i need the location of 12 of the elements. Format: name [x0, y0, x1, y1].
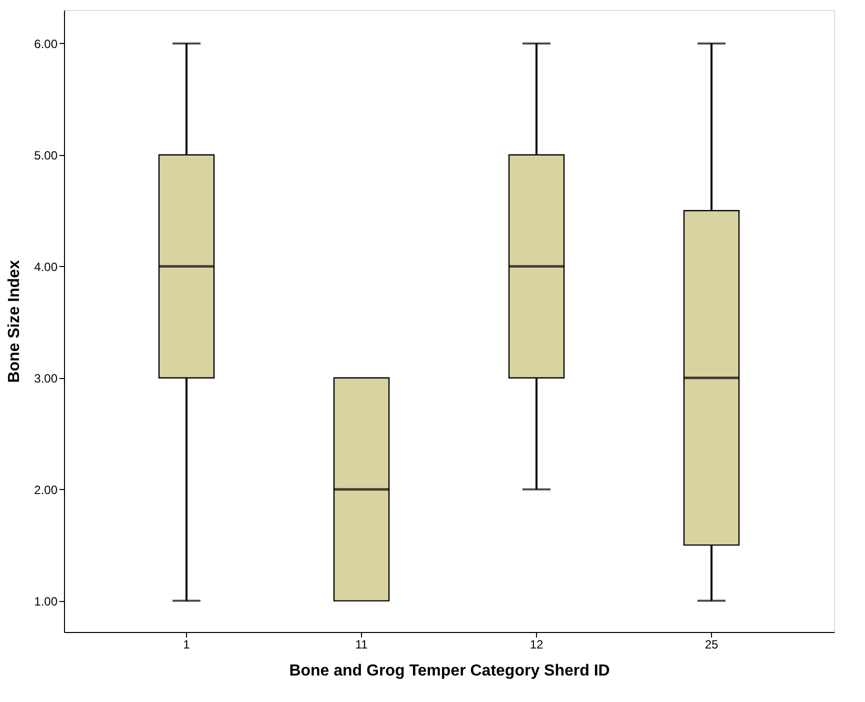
- x-tick-label: 25: [704, 638, 718, 652]
- y-tick-label: 1.00: [34, 594, 58, 608]
- x-tick-label: 12: [530, 638, 544, 652]
- x-axis-title: Bone and Grog Temper Category Sherd ID: [289, 662, 610, 680]
- y-tick-label: 6.00: [34, 36, 58, 51]
- y-tick-label: 4.00: [34, 260, 58, 274]
- y-tick-label: 2.00: [34, 482, 58, 497]
- y-tick-label: 3.00: [34, 371, 58, 386]
- x-tick-label: 11: [355, 638, 368, 652]
- y-tick-label: 5.00: [34, 148, 58, 162]
- x-tick-label: 1: [183, 638, 190, 652]
- y-axis-title: Bone Size Index: [6, 260, 24, 383]
